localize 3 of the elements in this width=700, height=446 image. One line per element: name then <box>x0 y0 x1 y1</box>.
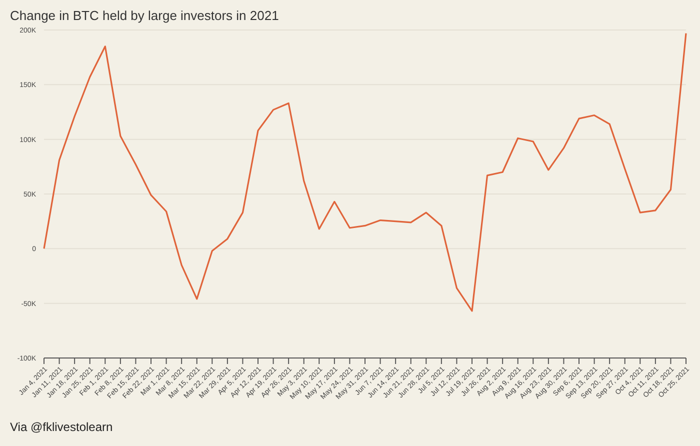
chart-title: Change in BTC held by large investors in 2021 <box>10 8 279 23</box>
line-series <box>43 32 687 312</box>
text: Via @fklivestolearn <box>10 420 113 434</box>
